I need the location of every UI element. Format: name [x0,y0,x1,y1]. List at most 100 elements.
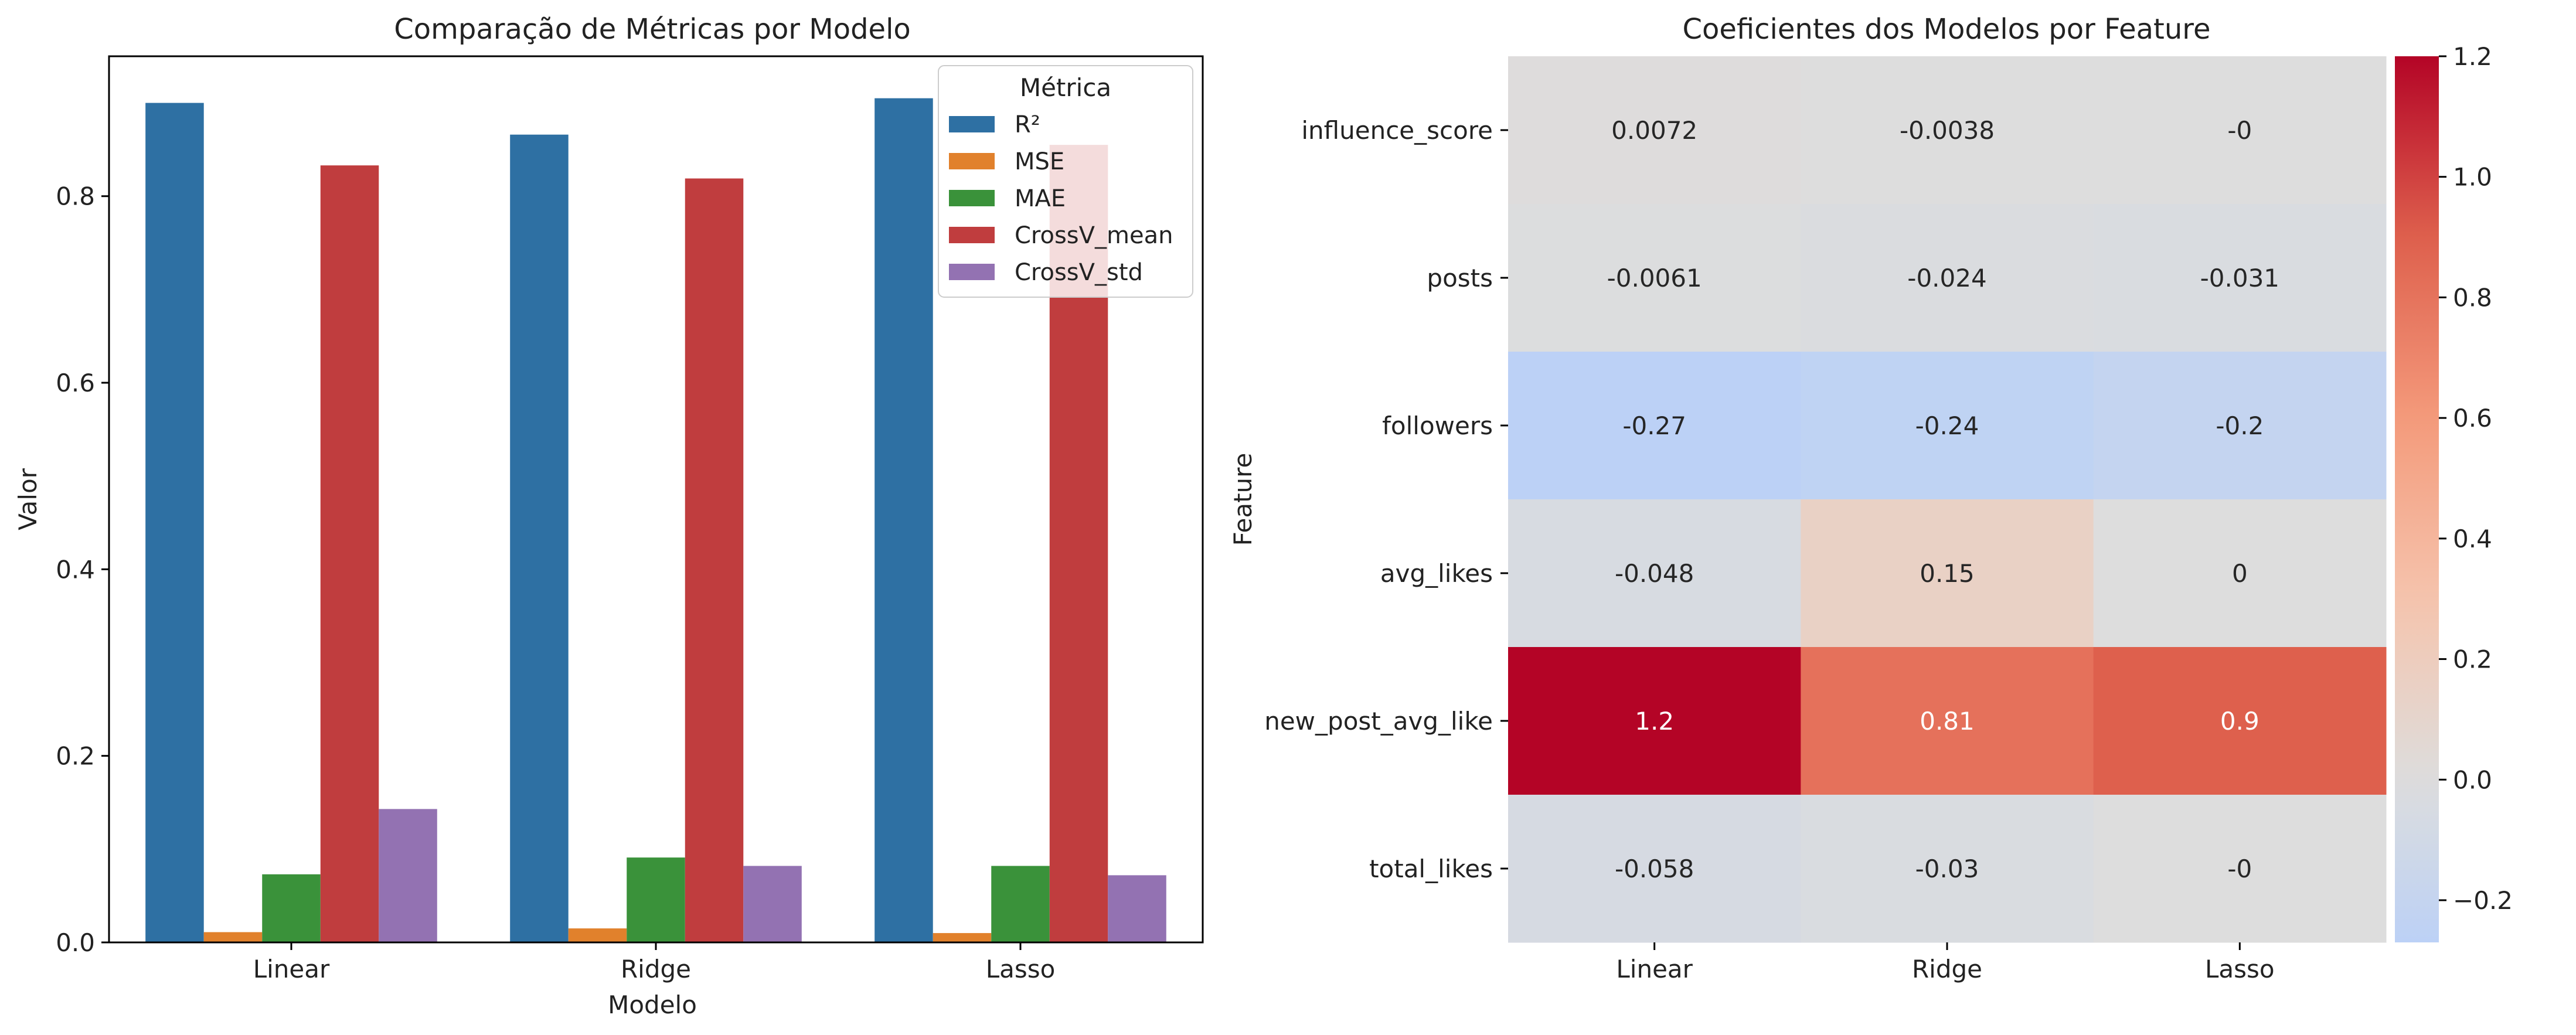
heatmap-cell-label: -0 [2227,854,2252,883]
heatmap-cell [1801,56,2094,205]
bar-r--linear [145,103,204,942]
heatmap-cell-label: 1.2 [1635,707,1674,736]
legend-label: CrossV_std [1015,259,1143,286]
heatmap-cell [1801,499,2094,648]
colorbar-tick-label: −0.2 [2453,886,2513,915]
heatmap-cell-label: -0.058 [1615,854,1694,883]
legend-swatch [949,190,995,206]
bar-y-tick-label: 0.4 [56,555,95,584]
heatmap-cell-label: 0.15 [1920,559,1975,588]
bar-x-tick-label: Ridge [621,955,691,983]
bar-mae-linear [262,874,321,942]
bar-mse-lasso [933,933,992,942]
heatmap-cell-label: -0.24 [1915,411,1979,440]
heatmap-row-label: followers [1382,411,1493,440]
heatmap-title: Coeficientes dos Modelos por Feature [1682,13,2210,46]
heatmap-cell-label: -0.03 [1915,854,1979,883]
heatmap-col-label: Ridge [1912,955,1982,983]
heatmap-cell [1508,647,1801,795]
legend-title: Métrica [1020,73,1111,102]
bar-y-tick-label: 0.2 [56,742,95,771]
legend-swatch [949,153,995,169]
heatmap-cell-label: 0.0072 [1611,116,1697,145]
legend-swatch [949,227,995,243]
legend-swatch [949,116,995,132]
heatmap-cell [1508,352,1801,500]
heatmap-y-axis-label: Feature [1229,453,1257,546]
heatmap-cell-label: -0.048 [1615,559,1694,588]
heatmap-cell-label: -0 [2227,116,2252,145]
bar-y-axis: 0.0 0.2 0.4 0.6 0.8 [56,182,109,957]
legend-label: MAE [1015,185,1066,212]
heatmap-cell [1801,795,2094,943]
bar-x-tick-label: Linear [253,955,330,983]
heatmap-cell-label: -0.27 [1622,411,1686,440]
heatmap-cell [1801,647,2094,795]
bar-crossv-std-linear [379,809,437,942]
legend-frame [938,65,1193,298]
bar-r--lasso [874,98,933,942]
heatmap-cell [1801,204,2094,352]
heatmap-cell [2093,56,2387,205]
heatmap-row-label: total_likes [1369,854,1493,883]
colorbar-tick-label: 1.0 [2453,163,2492,192]
bar-legend: Métrica R² MSE MAE CrossV_mean CrossV_std [938,65,1193,298]
heatmap-cell [2093,499,2387,648]
bar-chart-title: Comparação de Métricas por Modelo [394,13,911,46]
bar-y-axis-label: Valor [13,468,42,530]
bar-chart-panel: Comparação de Métricas por Modelo 0.0 0.2… [13,13,1204,1019]
bar-crossv-std-lasso [1108,875,1166,942]
heatmap-cell-label: 0.9 [2220,707,2259,736]
heatmap-row-label: new_post_avg_like [1264,707,1493,736]
heatmap-panel: Coeficientes dos Modelos por Feature 0.0… [1229,13,2513,983]
heatmap-cell [1508,204,1801,352]
bar-y-tick-label: 0.8 [56,182,95,211]
heatmap-cell [1508,499,1801,648]
bar-x-tick-label: Lasso [986,955,1056,983]
colorbar-tick-label: 1.2 [2453,42,2492,71]
bar-mse-linear [203,932,263,942]
bar-mae-ridge [627,857,685,942]
heatmap-cell-label: -0.2 [2216,411,2264,440]
bar-mae-lasso [991,866,1050,942]
heatmap-row-label: influence_score [1301,116,1493,145]
heatmap-cell [2093,204,2387,352]
bar-x-axis: Linear Ridge Lasso [253,942,1056,983]
colorbar-ticks: −0.2 0.0 0.2 0.4 0.6 0.8 1.0 1.2 [2439,42,2513,915]
colorbar-tick-label: 0.4 [2453,525,2492,553]
heatmap-cell [1508,56,1801,205]
heatmap-cell [2093,647,2387,795]
heatmap-col-label: Linear [1616,955,1693,983]
legend-label: CrossV_mean [1015,222,1173,249]
colorbar-tick-label: 0.8 [2453,283,2492,312]
heatmap-cell-label: -0.024 [1907,264,1986,292]
legend-label: R² [1015,111,1040,138]
bar-crossv-mean-linear [320,165,379,942]
colorbar-gradient [2395,56,2439,942]
bar-r--ridge [510,134,569,942]
bar-crossv-mean-ridge [685,178,744,943]
heatmap-cell-label: 0.81 [1920,707,1975,736]
heatmap-row-label: posts [1427,264,1493,292]
colorbar-tick-label: 0.6 [2453,404,2492,433]
bar-x-axis-label: Modelo [608,990,697,1019]
heatmap-cell [2093,795,2387,943]
colorbar-tick-label: 0.2 [2453,645,2492,674]
heatmap-col-label: Lasso [2205,955,2275,983]
bar-y-tick-label: 0.0 [56,928,95,957]
heatmap-column-axis: Linear Ridge Lasso [1616,942,2275,983]
heatmap-cell-label: 0 [2232,559,2248,588]
heatmap-cell-label: -0.0061 [1607,264,1702,292]
bar-mse-ridge [568,928,627,942]
legend-label: MSE [1015,148,1064,175]
heatmap-cell [1801,352,2094,500]
legend-swatch [949,264,995,280]
heatmap-cell [1508,795,1801,943]
bar-crossv-std-ridge [743,866,802,942]
legend-items: R² MSE MAE CrossV_mean CrossV_std [949,111,1173,286]
heatmap-cell-label: -0.0038 [1900,116,1995,145]
heatmap-cell [2093,352,2387,500]
colorbar: −0.2 0.0 0.2 0.4 0.6 0.8 1.0 1.2 [2395,42,2513,942]
